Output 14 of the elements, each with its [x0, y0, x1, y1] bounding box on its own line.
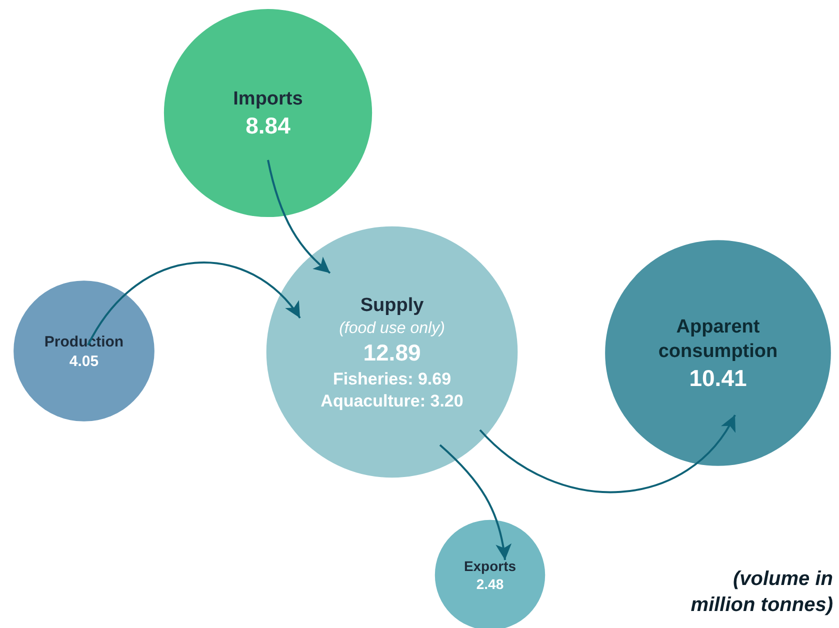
data-label: 4.05 [69, 353, 99, 370]
category-label: Apparent consumption [658, 316, 778, 362]
data-label: 8.84 [246, 112, 291, 138]
category-label: Supply [360, 295, 424, 316]
data-label: 12.89 [363, 340, 421, 366]
text: Aquaculture: 3.20 [320, 392, 464, 411]
category-label: Production [44, 334, 124, 350]
data-label: 2.48 [476, 576, 504, 592]
data-label: 10.41 [689, 364, 747, 391]
text: Fisheries: 9.69 [332, 370, 452, 389]
category-label: Exports [464, 558, 516, 574]
text: (food use only) [339, 320, 445, 337]
category-label: Imports [233, 88, 303, 110]
text: (volume in million tonnes) [690, 567, 833, 618]
